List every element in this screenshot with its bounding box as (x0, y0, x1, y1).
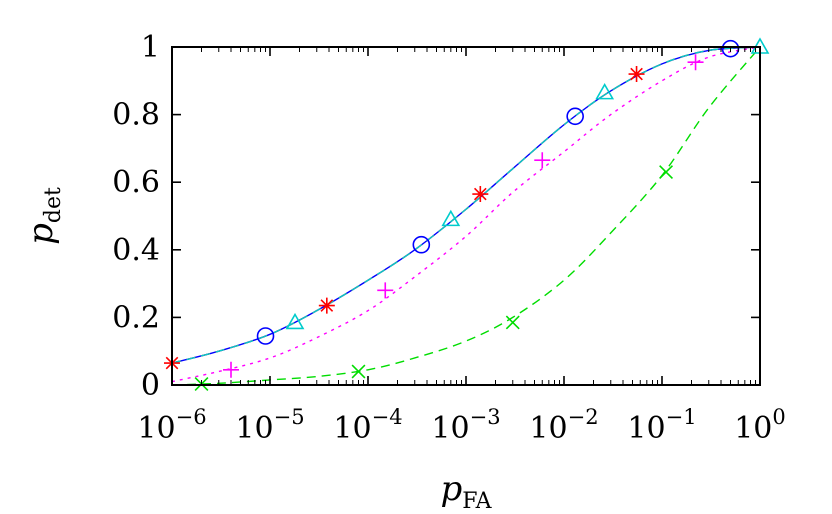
marker-cross-5-2 (351, 364, 366, 379)
marker-triangle-3-3 (595, 83, 615, 100)
marker-circle-1-3 (566, 107, 584, 126)
y-tick-label-3: 0.6 (112, 165, 160, 200)
marker-circle-1-2 (412, 235, 431, 254)
y-tick-label-0: 0 (141, 368, 160, 403)
marker-plus-4-4 (687, 54, 704, 71)
y-tick-label-2: 0.4 (112, 233, 160, 268)
y-axis-label: pdet (21, 187, 66, 245)
marker-triangle-3-2 (441, 209, 461, 227)
y-tick-label-5: 1 (141, 30, 160, 65)
x-tick-label-3: 10−3 (431, 405, 500, 446)
x-tick-label-0: 10−6 (137, 405, 206, 446)
x-tick-label-2: 10−4 (333, 405, 402, 446)
y-tick-labels: 0 0.2 0.4 0.6 0.8 1 (112, 30, 160, 403)
marker-triangle-3-1 (285, 312, 305, 330)
marker-plus-4-1 (223, 361, 240, 378)
y-tick-label-4: 0.8 (112, 98, 160, 133)
x-tick-label-1: 10−5 (235, 405, 304, 446)
series-line-3 (171, 46, 761, 364)
marker-asterisk-2-2 (318, 297, 335, 314)
marker-circle-1-1 (256, 327, 275, 345)
marker-asterisk-2-4 (628, 66, 645, 83)
plot-area (172, 47, 760, 385)
series-markers (164, 37, 770, 391)
y-tick-label-1: 0.2 (112, 300, 160, 335)
marker-cross-5-4 (659, 165, 674, 180)
axis-ticks (171, 46, 761, 386)
x-tick-label-4: 10−2 (529, 405, 598, 446)
marker-plus-4-3 (534, 152, 551, 169)
x-tick-label-5: 10−1 (627, 405, 696, 446)
x-tick-labels: 10−6 10−5 10−4 10−3 10−2 10−1 100 (137, 405, 785, 446)
x-tick-label-6: 100 (734, 405, 786, 446)
marker-cross-5-3 (505, 315, 520, 330)
marker-asterisk-2-3 (472, 186, 489, 203)
marker-plus-4-2 (377, 282, 394, 299)
x-axis-label: pFA (440, 469, 492, 514)
